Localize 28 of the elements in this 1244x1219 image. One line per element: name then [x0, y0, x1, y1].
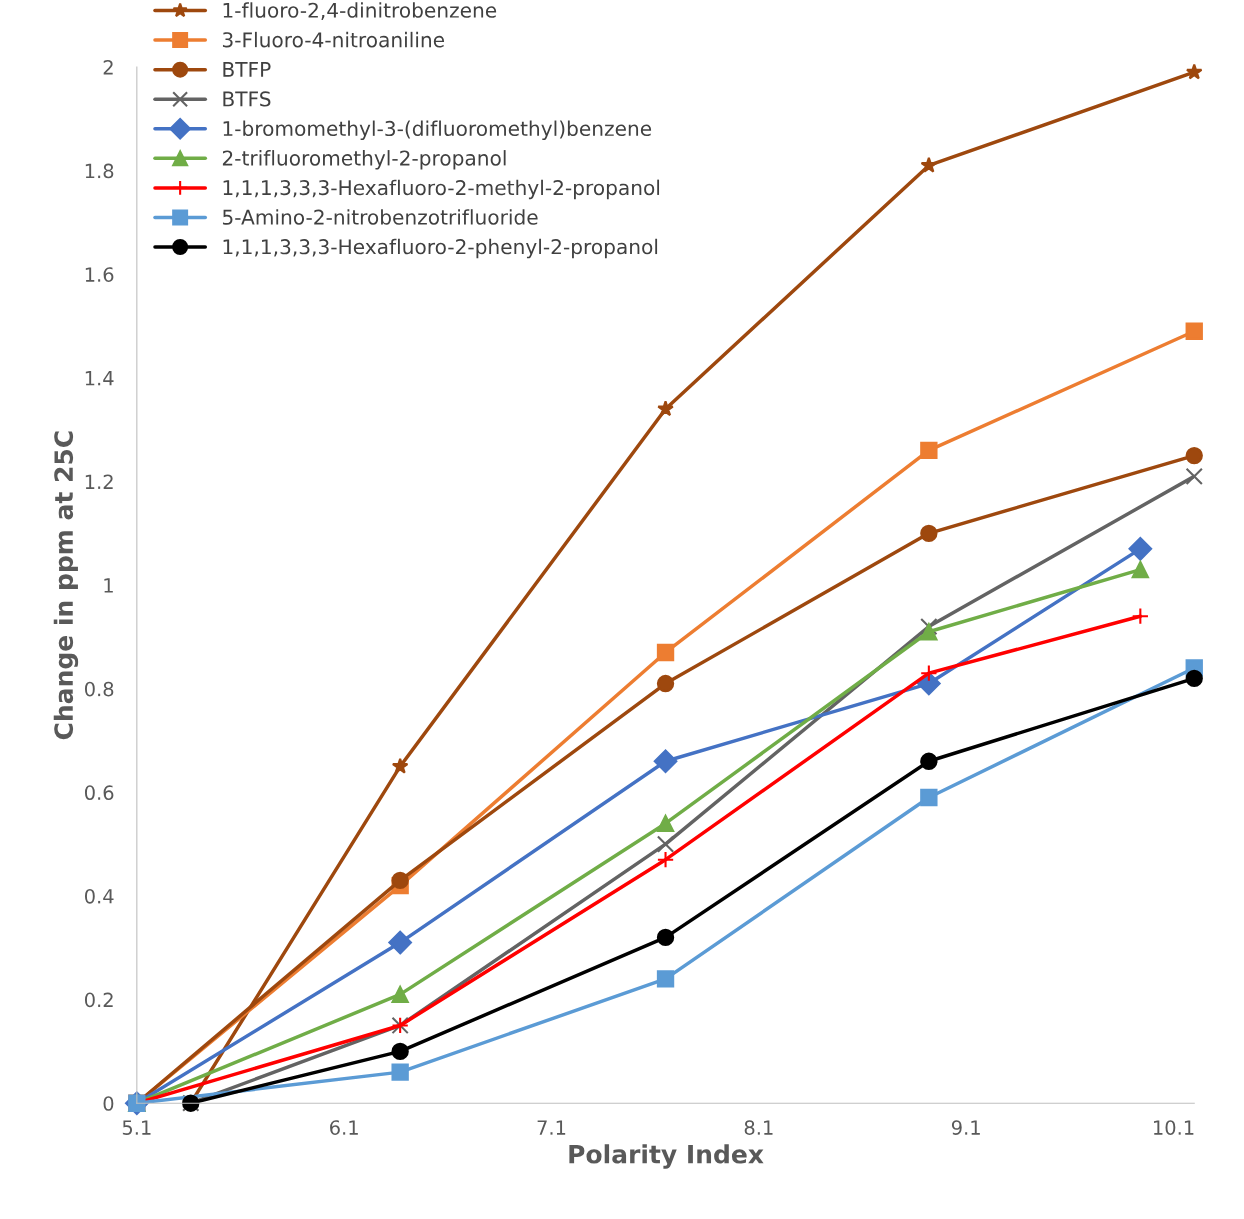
x-tick-label: 7.1: [537, 1120, 566, 1135]
x-axis-title: Polarity Index: [569, 1144, 764, 1169]
y-tick-label: 1.4: [85, 371, 114, 386]
y-tick-label: 2: [103, 60, 113, 75]
legend-label: 1-bromomethyl-3-(difluoromethyl)benzene: [223, 120, 652, 141]
y-tick-label: 0.6: [84, 785, 114, 801]
y-tick-label: 1.2: [85, 474, 113, 489]
legend-label: BTFP: [223, 62, 271, 77]
x-tick-label: 9.1: [951, 1120, 980, 1135]
y-tick-label: 0: [103, 1096, 114, 1111]
legend-label: 1,1,1,3,3,3-Hexafluoro-2-phenyl-2-propanol: [223, 238, 658, 259]
x-tick-label: 6.1: [330, 1120, 358, 1135]
y-axis-title: Change in ppm at 25C: [53, 431, 79, 740]
y-tick-label: 0.4: [84, 888, 114, 904]
x-tick-label: 5.1: [122, 1120, 151, 1135]
legend-label: 5-Amino-2-nitrobenzotrifluoride: [222, 209, 538, 225]
y-tick-label: 0.8: [84, 681, 114, 697]
y-tick-label: 1.6: [85, 267, 114, 282]
x-tick-label: 10.1: [1154, 1120, 1194, 1135]
y-tick-label: 1: [104, 578, 113, 593]
legend-label: BTFS: [223, 91, 271, 107]
legend-label: 3-Fluoro-4-nitroaniline: [222, 31, 445, 48]
legend-label: 1-fluoro-2,4-dinitrobenzene: [223, 2, 497, 20]
legend-label: 1,1,1,3,3,3-Hexafluoro-2-methyl-2-propanol: [223, 179, 660, 200]
legend-label: 2-trifluoromethyl-2-propanol: [222, 150, 506, 170]
x-tick-label: 8.1: [744, 1120, 773, 1135]
y-tick-label: 1.8: [85, 163, 114, 179]
y-tick-label: 0.2: [84, 992, 113, 1008]
